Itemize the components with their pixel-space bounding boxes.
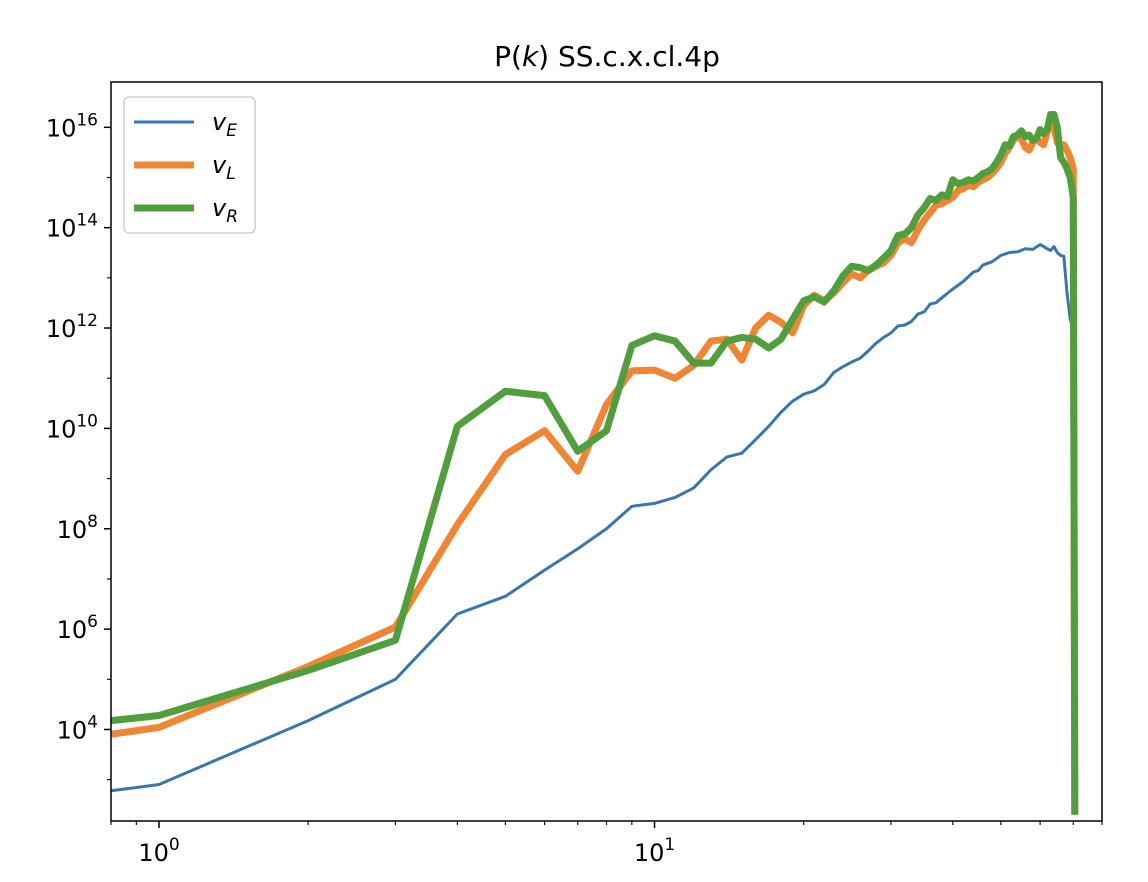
x-tick-label-0: 100 — [138, 835, 179, 867]
y-tick-label-4: 104 — [57, 712, 98, 744]
y-tick-label-16: 1016 — [46, 110, 98, 142]
y-tick-label-14: 1014 — [46, 211, 98, 243]
y-tick-label-12: 1012 — [46, 311, 98, 343]
chart-title-italic: k — [522, 40, 540, 73]
series-line-vE — [111, 243, 1075, 793]
chart-title-suffix: ) SS.c.x.cl.4p — [538, 40, 720, 73]
y-tick-label-6: 106 — [57, 612, 98, 644]
legend-label-vL: vL — [212, 151, 236, 184]
y-tick-label-8: 108 — [57, 512, 98, 544]
legend-label-vR: vR — [212, 194, 238, 227]
legend-entries: vE vL vR — [134, 108, 238, 227]
series-line-vR — [111, 111, 1079, 815]
chart-title-prefix: P( — [494, 40, 522, 73]
x-tick-label-1: 101 — [634, 835, 675, 867]
chart-title: P(k) SS.c.x.cl.4p — [494, 40, 720, 73]
y-tick-label-10: 1010 — [46, 411, 98, 443]
series-layer — [111, 111, 1079, 815]
ticks-layer: 100 101 104 106 108 1010 1012 1014 1016 — [46, 110, 1103, 867]
legend-label-vE: vE — [212, 108, 237, 141]
legend: vE vL vR — [123, 96, 256, 234]
